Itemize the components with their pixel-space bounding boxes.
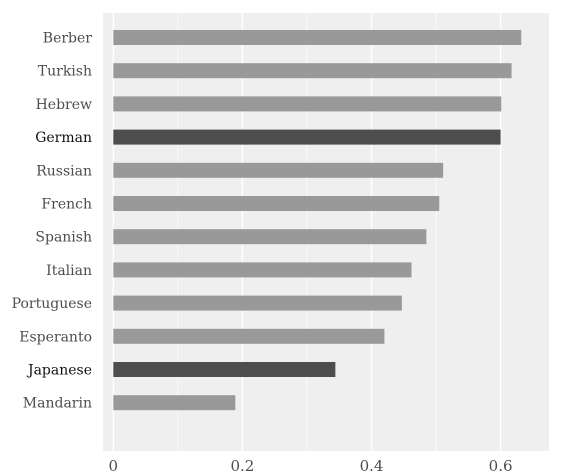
category-label-spanish: Spanish (35, 230, 92, 246)
category-label-berber: Berber (43, 31, 93, 47)
x-tick-label: 0.4 (360, 457, 384, 475)
bar-german (113, 129, 501, 145)
bar-turkish (113, 63, 512, 79)
x-tick-labels: 0 0.2 0.4 0.6 (109, 457, 513, 475)
category-label-turkish: Turkish (38, 64, 92, 80)
category-label-portuguese: Portuguese (12, 296, 92, 312)
category-labels: Berber Turkish Hebrew German Russian French Sp… (12, 31, 93, 412)
category-label-mandarin: Mandarin (23, 396, 92, 412)
bars (113, 30, 522, 411)
bar-french (113, 196, 440, 211)
bar-hebrew (113, 96, 502, 112)
bar-italian (113, 262, 412, 278)
x-tick-label: 0.2 (230, 457, 254, 475)
bar-esperanto (113, 328, 385, 344)
bar-spanish (113, 229, 427, 245)
category-label-german: German (35, 130, 92, 146)
bar-russian (113, 162, 444, 178)
category-label-russian: Russian (36, 163, 92, 179)
category-label-hebrew: Hebrew (36, 97, 92, 113)
category-label-italian: Italian (46, 263, 92, 279)
category-label-esperanto: Esperanto (19, 329, 92, 345)
bar-mandarin (113, 395, 236, 411)
x-tick-label: 0 (109, 457, 119, 475)
bar-portuguese (113, 295, 402, 311)
x-tick-label: 0.6 (489, 457, 513, 475)
category-label-japanese: Japanese (26, 363, 92, 379)
bar-japanese (113, 362, 336, 377)
bar-berber (113, 30, 522, 45)
category-label-french: French (41, 197, 92, 213)
